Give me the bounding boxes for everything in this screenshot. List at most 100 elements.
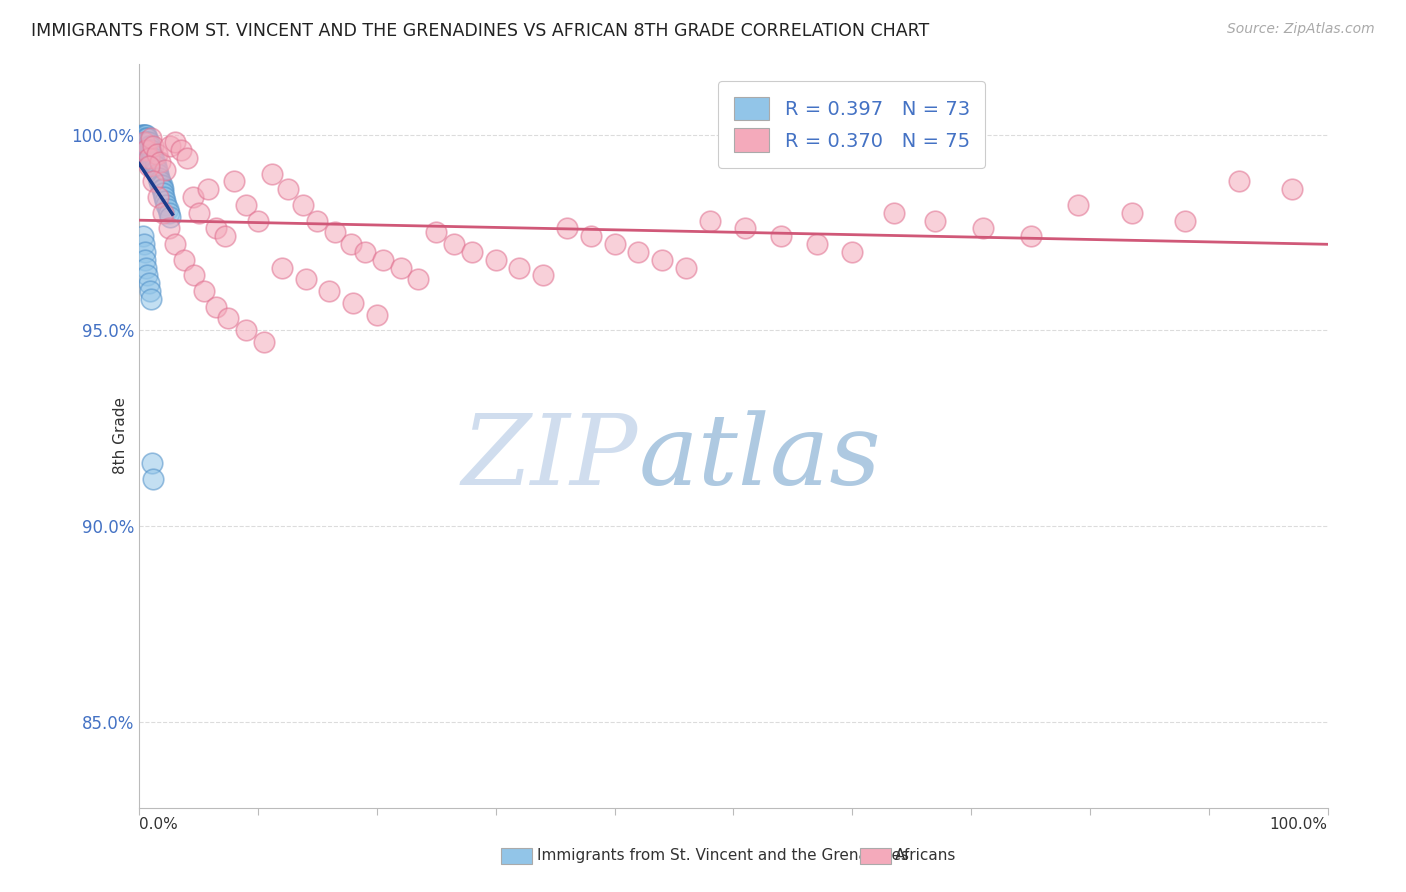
Point [1067,198,1090,212]
Point [157,206,180,220]
Point [131,229,153,244]
Point [217,311,239,326]
Point [155,162,177,177]
Point [136,268,159,283]
Point [187,206,209,220]
Point [134,143,156,157]
Point [145,162,167,177]
Point [159,139,181,153]
Point [139,143,162,157]
Point [135,131,157,145]
Text: Africans: Africans [896,848,956,863]
Point [142,139,165,153]
Point [143,154,166,169]
Point [149,178,172,193]
Point [1019,229,1042,244]
Point [139,131,162,145]
Point [307,213,329,227]
Point [135,136,157,150]
Point [1121,206,1143,220]
Point [1227,174,1250,188]
Point [132,136,155,150]
Point [143,162,166,177]
Point [132,237,155,252]
Point [136,147,159,161]
Point [157,221,180,235]
Point [342,295,364,310]
Point [152,182,174,196]
Point [294,272,316,286]
Point [153,190,176,204]
Point [132,128,155,142]
Point [136,131,159,145]
Point [152,206,174,220]
Point [366,308,388,322]
Point [508,260,530,275]
Point [277,182,299,196]
Text: ZIP: ZIP [463,410,638,506]
Point [138,139,160,153]
Point [148,170,170,185]
Point [205,221,228,235]
Point [224,174,246,188]
Point [139,147,162,161]
Point [135,143,157,157]
Point [136,143,159,157]
Point [555,221,578,235]
Point [354,244,377,259]
Point [138,151,160,165]
Point [150,178,173,193]
Point [1281,182,1303,196]
Point [138,147,160,161]
Point [139,139,162,153]
Point [146,162,169,177]
Point [139,147,162,161]
Point [142,154,165,169]
Point [138,136,160,150]
Point [214,229,236,244]
Point [292,198,315,212]
Point [139,154,162,169]
Point [155,194,177,208]
Point [806,237,828,252]
Point [159,210,181,224]
Point [142,159,165,173]
Point [603,237,626,252]
Point [163,136,186,150]
Point [734,221,756,235]
Point [253,334,276,349]
Point [134,139,156,153]
Point [262,167,284,181]
Point [132,131,155,145]
Point [183,268,205,283]
Text: Immigrants from St. Vincent and the Grenadines: Immigrants from St. Vincent and the Gren… [537,848,908,863]
Point [176,151,198,165]
Point [318,284,340,298]
Text: IMMIGRANTS FROM ST. VINCENT AND THE GRENADINES VS AFRICAN 8TH GRADE CORRELATION : IMMIGRANTS FROM ST. VINCENT AND THE GREN… [31,22,929,40]
Point [142,472,165,486]
Point [156,202,179,216]
Point [651,252,673,267]
Point [139,284,162,298]
Point [152,186,174,201]
Point [181,190,204,204]
Point [143,159,166,173]
Point [1174,213,1197,227]
Point [142,151,165,165]
Point [531,268,554,283]
Point [170,143,193,157]
Point [270,260,292,275]
Point [138,159,160,173]
Point [135,128,157,142]
Point [461,244,484,259]
Point [131,131,153,145]
Point [235,198,257,212]
Point [146,147,169,161]
Point [146,167,169,181]
Point [205,300,228,314]
Point [146,167,169,181]
Point [134,131,156,145]
Point [408,272,430,286]
Point [246,213,269,227]
Point [134,244,156,259]
